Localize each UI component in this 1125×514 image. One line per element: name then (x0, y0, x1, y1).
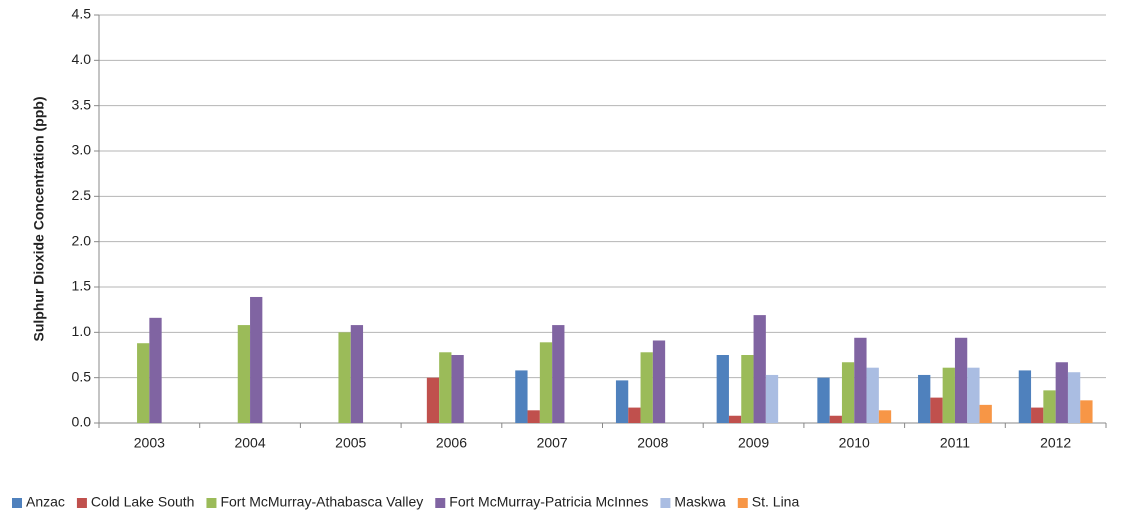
bar (250, 296, 263, 423)
bar (753, 315, 766, 423)
bar (426, 377, 440, 423)
bar (652, 340, 666, 423)
bar (615, 380, 629, 423)
legend-label: Fort McMurray-Patricia McInnes (449, 494, 648, 510)
legend-swatch (206, 498, 217, 508)
legend-swatch (76, 498, 87, 508)
legend-swatch (435, 498, 446, 508)
bar (1055, 362, 1068, 423)
bar (628, 407, 641, 423)
bar (716, 355, 729, 423)
x-tick-label: 2004 (234, 435, 265, 451)
bar (1018, 370, 1032, 423)
legend-swatch (12, 498, 22, 508)
bar (854, 337, 867, 423)
bar (350, 325, 364, 423)
legend-swatch (737, 498, 748, 508)
bar (1080, 400, 1093, 423)
bar (552, 325, 565, 423)
x-tick-label: 2011 (940, 435, 970, 451)
x-tick-label: 2007 (537, 435, 568, 451)
legend-swatch (660, 498, 671, 508)
x-tick-label: 2012 (1040, 435, 1071, 451)
bar (451, 355, 464, 423)
bar (829, 415, 842, 423)
bar (527, 410, 540, 423)
bar (1043, 390, 1056, 423)
bar (918, 374, 931, 423)
bar (866, 367, 879, 423)
bar (439, 352, 452, 423)
y-tick-label: 4.0 (72, 51, 92, 67)
x-tick-label: 2010 (839, 435, 870, 451)
y-tick-label: 3.5 (72, 96, 92, 112)
bar (878, 410, 892, 423)
bar (640, 352, 653, 423)
y-axis-title: Sulphur Dioxide Concentration (ppb) (31, 97, 47, 342)
bar (979, 404, 992, 423)
y-tick-label: 1.0 (72, 323, 92, 339)
y-tick-label: 2.5 (72, 187, 92, 203)
y-tick-label: 3.0 (72, 142, 92, 158)
x-tick-label: 2008 (637, 435, 668, 451)
bar (137, 343, 150, 423)
legend-label: Maskwa (674, 494, 726, 510)
bar (1067, 372, 1081, 423)
bar (728, 415, 742, 423)
legend-label: St. Lina (752, 494, 800, 510)
legend-label: Fort McMurray-Athabasca Valley (220, 494, 423, 510)
x-tick-label: 2005 (335, 435, 366, 451)
bar (967, 367, 980, 423)
bar (515, 370, 528, 423)
y-tick-label: 2.0 (72, 232, 92, 248)
bar (765, 374, 779, 423)
bar (149, 317, 162, 423)
bar (841, 362, 855, 423)
y-tick-label: 0.0 (72, 414, 92, 430)
y-tick-label: 0.5 (72, 368, 92, 384)
x-tick-label: 2006 (436, 435, 467, 451)
x-tick-label: 2009 (738, 435, 769, 451)
legend-label: Anzac (26, 494, 65, 510)
bar (1031, 407, 1044, 423)
bar (539, 342, 553, 423)
bar (237, 325, 251, 423)
y-tick-label: 1.5 (72, 278, 92, 294)
bar (741, 355, 754, 423)
bar (954, 337, 968, 423)
y-tick-label: 4.5 (72, 6, 92, 22)
bar (817, 377, 830, 423)
legend-label: Cold Lake South (91, 494, 195, 510)
bar (338, 332, 351, 423)
bar (930, 397, 943, 423)
x-tick-label: 2003 (134, 435, 165, 451)
bar (942, 367, 955, 423)
